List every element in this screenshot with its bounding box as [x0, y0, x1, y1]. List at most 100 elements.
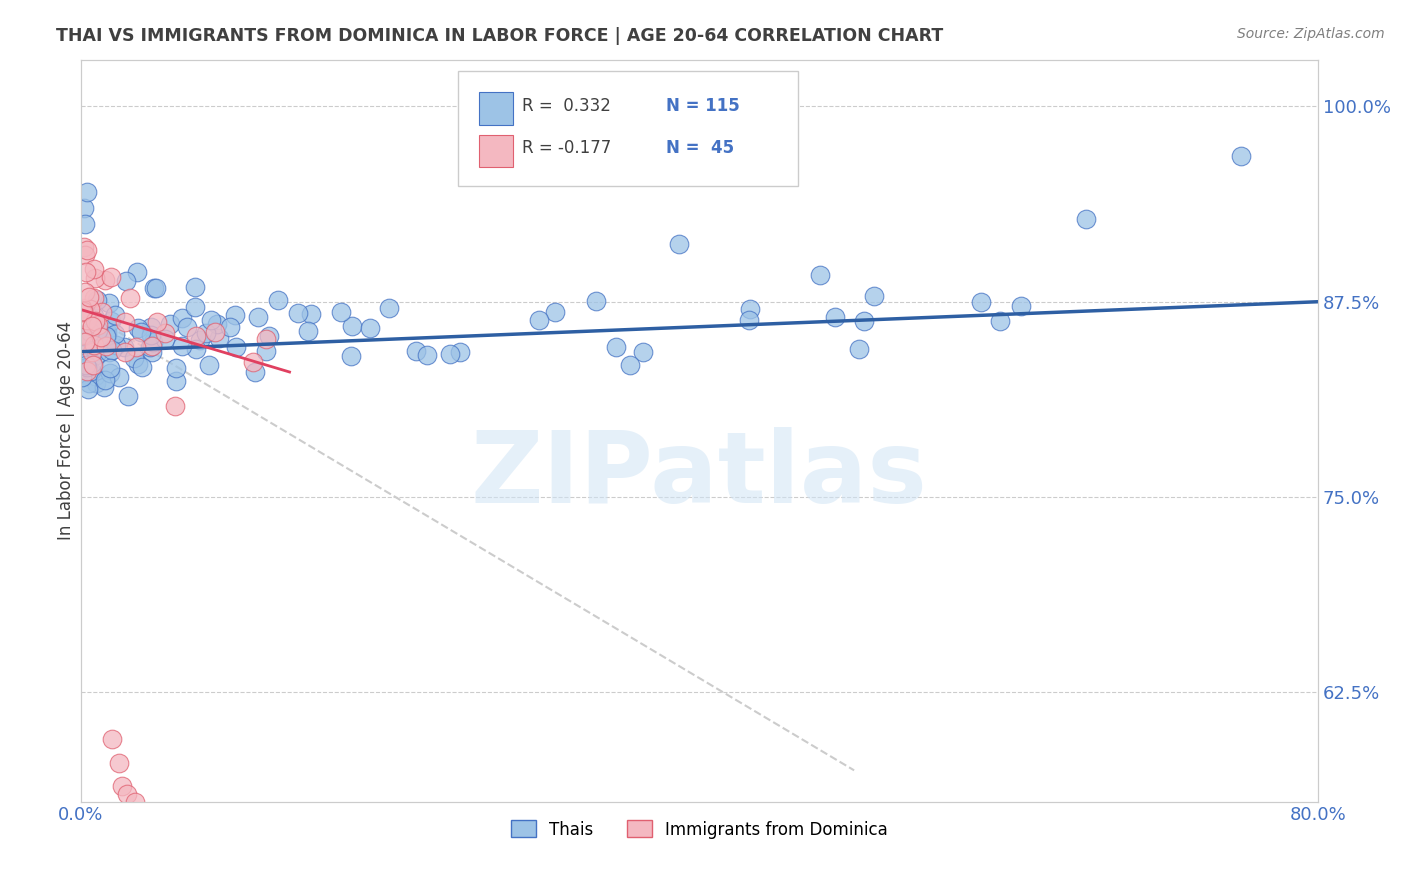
Point: [631, 345, 654, 359]
Point: [141, 327, 163, 342]
Point: [75, 217, 97, 231]
Point: [127, 357, 149, 371]
Point: [165, 360, 187, 375]
Point: [208, 331, 231, 345]
Point: [197, 358, 219, 372]
Point: [72, 328, 94, 343]
Point: [114, 315, 136, 329]
Text: Source: ZipAtlas.com: Source: ZipAtlas.com: [1237, 27, 1385, 41]
Point: [125, 340, 148, 354]
Point: [89, 343, 111, 357]
Point: [186, 342, 208, 356]
Point: [84, 270, 107, 285]
Text: N =  45: N = 45: [666, 139, 734, 157]
FancyBboxPatch shape: [479, 135, 513, 167]
Point: [242, 355, 264, 369]
Point: [75, 356, 97, 370]
Point: [73, 329, 96, 343]
Point: [668, 237, 690, 252]
Point: [98, 360, 121, 375]
Point: [139, 340, 162, 354]
Point: [80, 345, 103, 359]
Point: [544, 305, 567, 319]
Point: [970, 294, 993, 309]
Point: [96, 339, 118, 353]
Point: [83, 338, 105, 352]
Point: [127, 321, 149, 335]
Point: [100, 269, 122, 284]
Point: [90, 330, 112, 344]
Point: [100, 732, 122, 747]
Point: [83, 309, 105, 323]
Point: [405, 344, 427, 359]
Point: [340, 349, 363, 363]
Point: [76, 359, 98, 374]
Point: [808, 268, 831, 282]
Point: [170, 310, 193, 325]
Point: [84, 376, 107, 390]
Point: [75, 358, 97, 372]
Point: [114, 344, 136, 359]
Point: [605, 341, 627, 355]
Point: [105, 337, 128, 351]
Point: [87, 334, 110, 349]
Point: [122, 351, 145, 365]
Point: [101, 343, 124, 357]
Point: [108, 756, 131, 770]
Point: [848, 342, 870, 356]
Point: [104, 309, 127, 323]
Point: [184, 280, 207, 294]
Legend: Thais, Immigrants from Dominica: Thais, Immigrants from Dominica: [505, 814, 894, 846]
Point: [142, 281, 165, 295]
Point: [75, 248, 97, 262]
Point: [75, 304, 97, 318]
Point: [330, 304, 353, 318]
Text: THAI VS IMMIGRANTS FROM DOMINICA IN LABOR FORCE | AGE 20-64 CORRELATION CHART: THAI VS IMMIGRANTS FROM DOMINICA IN LABO…: [56, 27, 943, 45]
Point: [77, 382, 100, 396]
Point: [76, 313, 98, 327]
Point: [73, 328, 96, 343]
Point: [297, 324, 319, 338]
Point: [83, 334, 105, 348]
Point: [225, 340, 247, 354]
Point: [862, 289, 884, 303]
Point: [84, 369, 107, 384]
Point: [124, 795, 146, 809]
Point: [100, 314, 122, 328]
Point: [82, 332, 104, 346]
Point: [163, 399, 186, 413]
Point: [170, 339, 193, 353]
Point: [527, 313, 550, 327]
Point: [72, 301, 94, 316]
Point: [79, 301, 101, 316]
Point: [145, 280, 167, 294]
Point: [80, 364, 103, 378]
Point: [73, 334, 96, 349]
Point: [1230, 149, 1253, 163]
Point: [83, 291, 105, 305]
Point: [72, 305, 94, 319]
Point: [141, 339, 163, 353]
Point: [79, 325, 101, 339]
Point: [73, 201, 96, 215]
Point: [195, 326, 218, 340]
Point: [243, 365, 266, 379]
Point: [76, 186, 98, 200]
Point: [93, 273, 115, 287]
Point: [75, 285, 97, 300]
Point: [111, 779, 134, 793]
Point: [77, 376, 100, 390]
Point: [416, 348, 439, 362]
Point: [141, 345, 163, 359]
Point: [1010, 299, 1032, 313]
Point: [86, 348, 108, 362]
Text: ZIPatlas: ZIPatlas: [471, 426, 928, 524]
Point: [87, 318, 110, 332]
Point: [359, 321, 381, 335]
Point: [204, 326, 226, 340]
Point: [224, 308, 246, 322]
Point: [165, 375, 187, 389]
Point: [200, 313, 222, 327]
FancyBboxPatch shape: [479, 92, 513, 125]
Y-axis label: In Labor Force | Age 20-64: In Labor Force | Age 20-64: [58, 321, 75, 541]
